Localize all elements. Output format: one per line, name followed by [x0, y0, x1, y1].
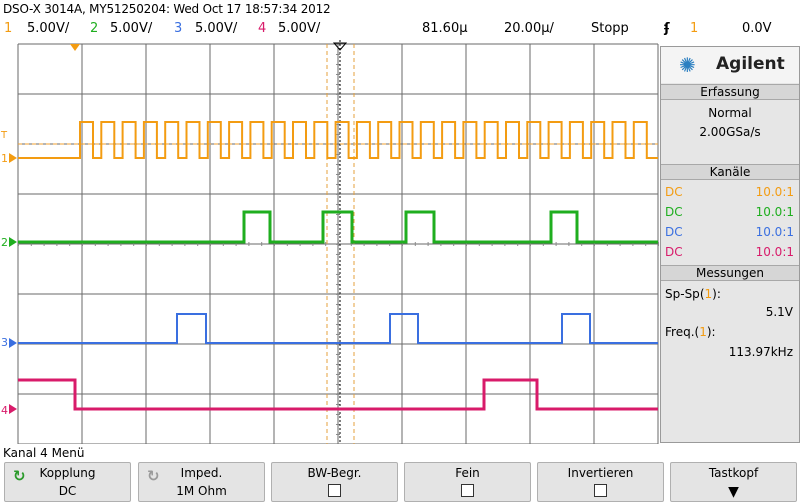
softkey-imped-label: Imped.	[180, 466, 223, 480]
softkey-kopplung[interactable]: ↻ Kopplung DC	[4, 462, 131, 502]
softkey-invert-label: Invertieren	[567, 466, 634, 480]
softkey-imped[interactable]: ↻ Imped. 1M Ohm	[138, 462, 265, 502]
ch1-scale[interactable]: 5.00V/	[27, 21, 70, 36]
ch4-marker[interactable]: 4	[1, 404, 8, 417]
invert-checkbox[interactable]	[594, 484, 607, 497]
ch1-probe: 10.0:1	[755, 185, 794, 199]
softkey-probe-label: Tastkopf	[708, 466, 759, 480]
horizontal-delay[interactable]: 81.60µ	[422, 21, 468, 36]
meas2-source: 1	[699, 325, 707, 339]
side-panel: ✺ Agilent Erfassung Normal 2.00GSa/s Kan…	[660, 46, 800, 443]
ch4-scale[interactable]: 5.00V/	[278, 21, 321, 36]
ch1-coupling: DC	[665, 185, 683, 199]
timebase[interactable]: 20.00µ/	[504, 21, 554, 36]
ch3-scale[interactable]: 5.00V/	[195, 21, 238, 36]
sample-rate: 2.00GSa/s	[699, 125, 761, 139]
acquisition-mode: Normal	[708, 106, 752, 120]
ch3-probe: 10.0:1	[755, 225, 794, 239]
submenu-arrow-icon: ▼	[728, 484, 739, 500]
ch2-probe: 10.0:1	[755, 205, 794, 219]
ch2-marker[interactable]: 2	[1, 236, 8, 249]
ch3-coupling: DC	[665, 225, 683, 239]
ch2-number[interactable]: 2	[90, 21, 99, 36]
ch1-marker[interactable]: 1 T	[0, 130, 8, 165]
ch1-marker-label: 1	[1, 152, 8, 165]
trigger-point-icon	[332, 42, 348, 51]
trigger-level-marker: T	[0, 130, 8, 141]
softkey-fine[interactable]: Fein	[404, 462, 531, 502]
delay-marker-icon[interactable]	[70, 44, 80, 51]
softkey-kopplung-value: DC	[58, 484, 77, 498]
softkey-probe[interactable]: Tastkopf ▼	[670, 462, 797, 502]
meas2-label: Freq.(1):	[665, 325, 716, 339]
softkey-invert[interactable]: Invertieren	[537, 462, 664, 502]
softkey-bw-limit[interactable]: BW-Begr.	[271, 462, 398, 502]
run-state[interactable]: Stopp	[591, 21, 629, 36]
softkey-kopplung-label: Kopplung	[39, 466, 96, 480]
channels-header: Kanäle	[661, 164, 799, 180]
trigger-source[interactable]: 1	[690, 21, 699, 36]
softkey-fine-label: Fein	[455, 466, 480, 480]
brand-name: Agilent	[716, 54, 785, 74]
ch4-coupling: DC	[665, 245, 683, 259]
meas2-value: 113.97kHz	[728, 345, 793, 359]
bw-limit-checkbox[interactable]	[328, 484, 341, 497]
measurements-header: Messungen	[661, 265, 799, 281]
ch2-coupling: DC	[665, 205, 683, 219]
meas2-name: Freq.	[665, 325, 695, 339]
brand-box: ✺ Agilent	[661, 47, 799, 83]
window-title: DSO-X 3014A, MY51250204: Wed Oct 17 18:5…	[3, 2, 331, 16]
agilent-spark-icon: ✺	[679, 53, 696, 77]
trigger-edge-icon: ʄ	[664, 21, 670, 36]
ch1-number[interactable]: 1	[4, 21, 13, 36]
rotate-knob-icon: ↻	[147, 467, 160, 485]
menu-title: Kanal 4 Menü	[3, 446, 85, 460]
meas1-name: Sp-Sp	[665, 287, 700, 301]
ch2-scale[interactable]: 5.00V/	[110, 21, 153, 36]
waveform-display[interactable]: 1 T 2 3 4	[0, 40, 660, 444]
ch3-marker[interactable]: 3	[1, 336, 8, 349]
fine-checkbox[interactable]	[461, 484, 474, 497]
softkey-imped-value: 1M Ohm	[176, 484, 227, 498]
softkey-bw-limit-label: BW-Begr.	[307, 466, 362, 480]
meas1-source: 1	[704, 287, 713, 301]
meas1-value: 5.1V	[765, 305, 793, 319]
ch4-number[interactable]: 4	[258, 21, 267, 36]
acquisition-header: Erfassung	[661, 84, 799, 100]
trigger-level[interactable]: 0.0V	[742, 21, 772, 36]
ch3-number[interactable]: 3	[174, 21, 183, 36]
meas1-label: Sp-Sp(1):	[665, 287, 721, 301]
rotate-knob-icon: ↻	[13, 467, 26, 485]
channel-status-bar: 1 5.00V/ 2 5.00V/ 3 5.00V/ 4 5.00V/ 81.6…	[0, 21, 800, 39]
ch4-probe: 10.0:1	[755, 245, 794, 259]
